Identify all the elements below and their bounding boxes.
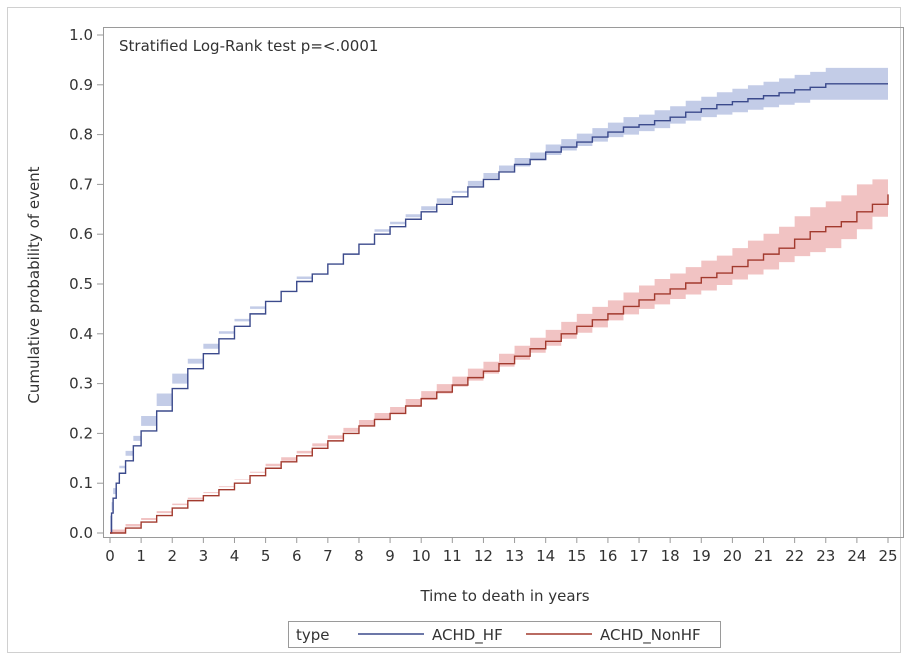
legend-label-achd-hf: ACHD_HF (432, 626, 503, 645)
x-tick-label: 3 (199, 547, 209, 565)
plot-frame (103, 27, 904, 538)
x-tick-label: 4 (230, 547, 240, 565)
x-tick-label: 19 (692, 547, 711, 565)
series-line-achd-hf (110, 83, 888, 534)
logrank-annotation: Stratified Log-Rank test p=<.0001 (119, 37, 378, 55)
x-tick-label: 23 (816, 547, 835, 565)
x-tick-label: 18 (661, 547, 680, 565)
y-tick-label: 0.4 (69, 325, 93, 343)
legend-label-achd-nonhf: ACHD_NonHF (600, 626, 701, 645)
x-tick-label: 13 (505, 547, 524, 565)
x-axis-title: Time to death in years (419, 587, 589, 605)
y-tick-label: 0.1 (69, 474, 93, 492)
x-tick-label: 9 (385, 547, 395, 565)
legend-title: type (296, 626, 330, 644)
x-tick-label: 14 (536, 547, 555, 565)
x-tick-label: 21 (754, 547, 773, 565)
series-line-achd-nonhf (110, 194, 889, 534)
y-axis-title: Cumulative probability of event (25, 166, 43, 403)
x-tick-label: 1 (136, 547, 146, 565)
ci-band-achd-nonhf (110, 171, 888, 533)
x-tick-label: 5 (261, 547, 271, 565)
legend: type ACHD_HF ACHD_NonHF (288, 621, 721, 648)
series-lines (110, 83, 889, 534)
y-tick-label: 0.0 (69, 524, 93, 542)
x-tick-label: 15 (567, 547, 586, 565)
x-axis: 0 1 2 3 4 5 6 7 8 9 10 11 12 13 14 15 16 17 18 19 20 21 22 23 24… (105, 537, 898, 565)
y-tick-label: 1.0 (69, 26, 93, 44)
x-tick-label: 17 (629, 547, 648, 565)
x-tick-label: 2 (167, 547, 177, 565)
y-tick-label: 0.6 (69, 225, 93, 243)
x-tick-label: 6 (292, 547, 302, 565)
x-tick-label: 11 (443, 547, 462, 565)
y-axis: 0.0 0.1 0.2 0.3 0.4 0.5 0.6 0.7 0.8 0.9 1.0 (69, 26, 103, 542)
y-tick-label: 0.3 (69, 375, 93, 393)
x-tick-label: 12 (474, 547, 493, 565)
x-tick-label: 10 (412, 547, 431, 565)
y-tick-label: 0.8 (69, 126, 93, 144)
y-tick-label: 0.5 (69, 275, 93, 293)
confidence-bands (110, 67, 888, 534)
x-tick-label: 8 (354, 547, 364, 565)
y-tick-label: 0.7 (69, 175, 93, 193)
x-tick-label: 22 (785, 547, 804, 565)
x-tick-label: 16 (598, 547, 617, 565)
y-tick-label: 0.9 (69, 76, 93, 94)
figure-border (7, 7, 901, 653)
x-tick-label: 0 (105, 547, 115, 565)
x-tick-label: 24 (847, 547, 866, 565)
y-tick-label: 0.2 (69, 424, 93, 442)
x-tick-label: 25 (878, 547, 897, 565)
x-tick-label: 7 (323, 547, 333, 565)
x-tick-label: 20 (723, 547, 742, 565)
